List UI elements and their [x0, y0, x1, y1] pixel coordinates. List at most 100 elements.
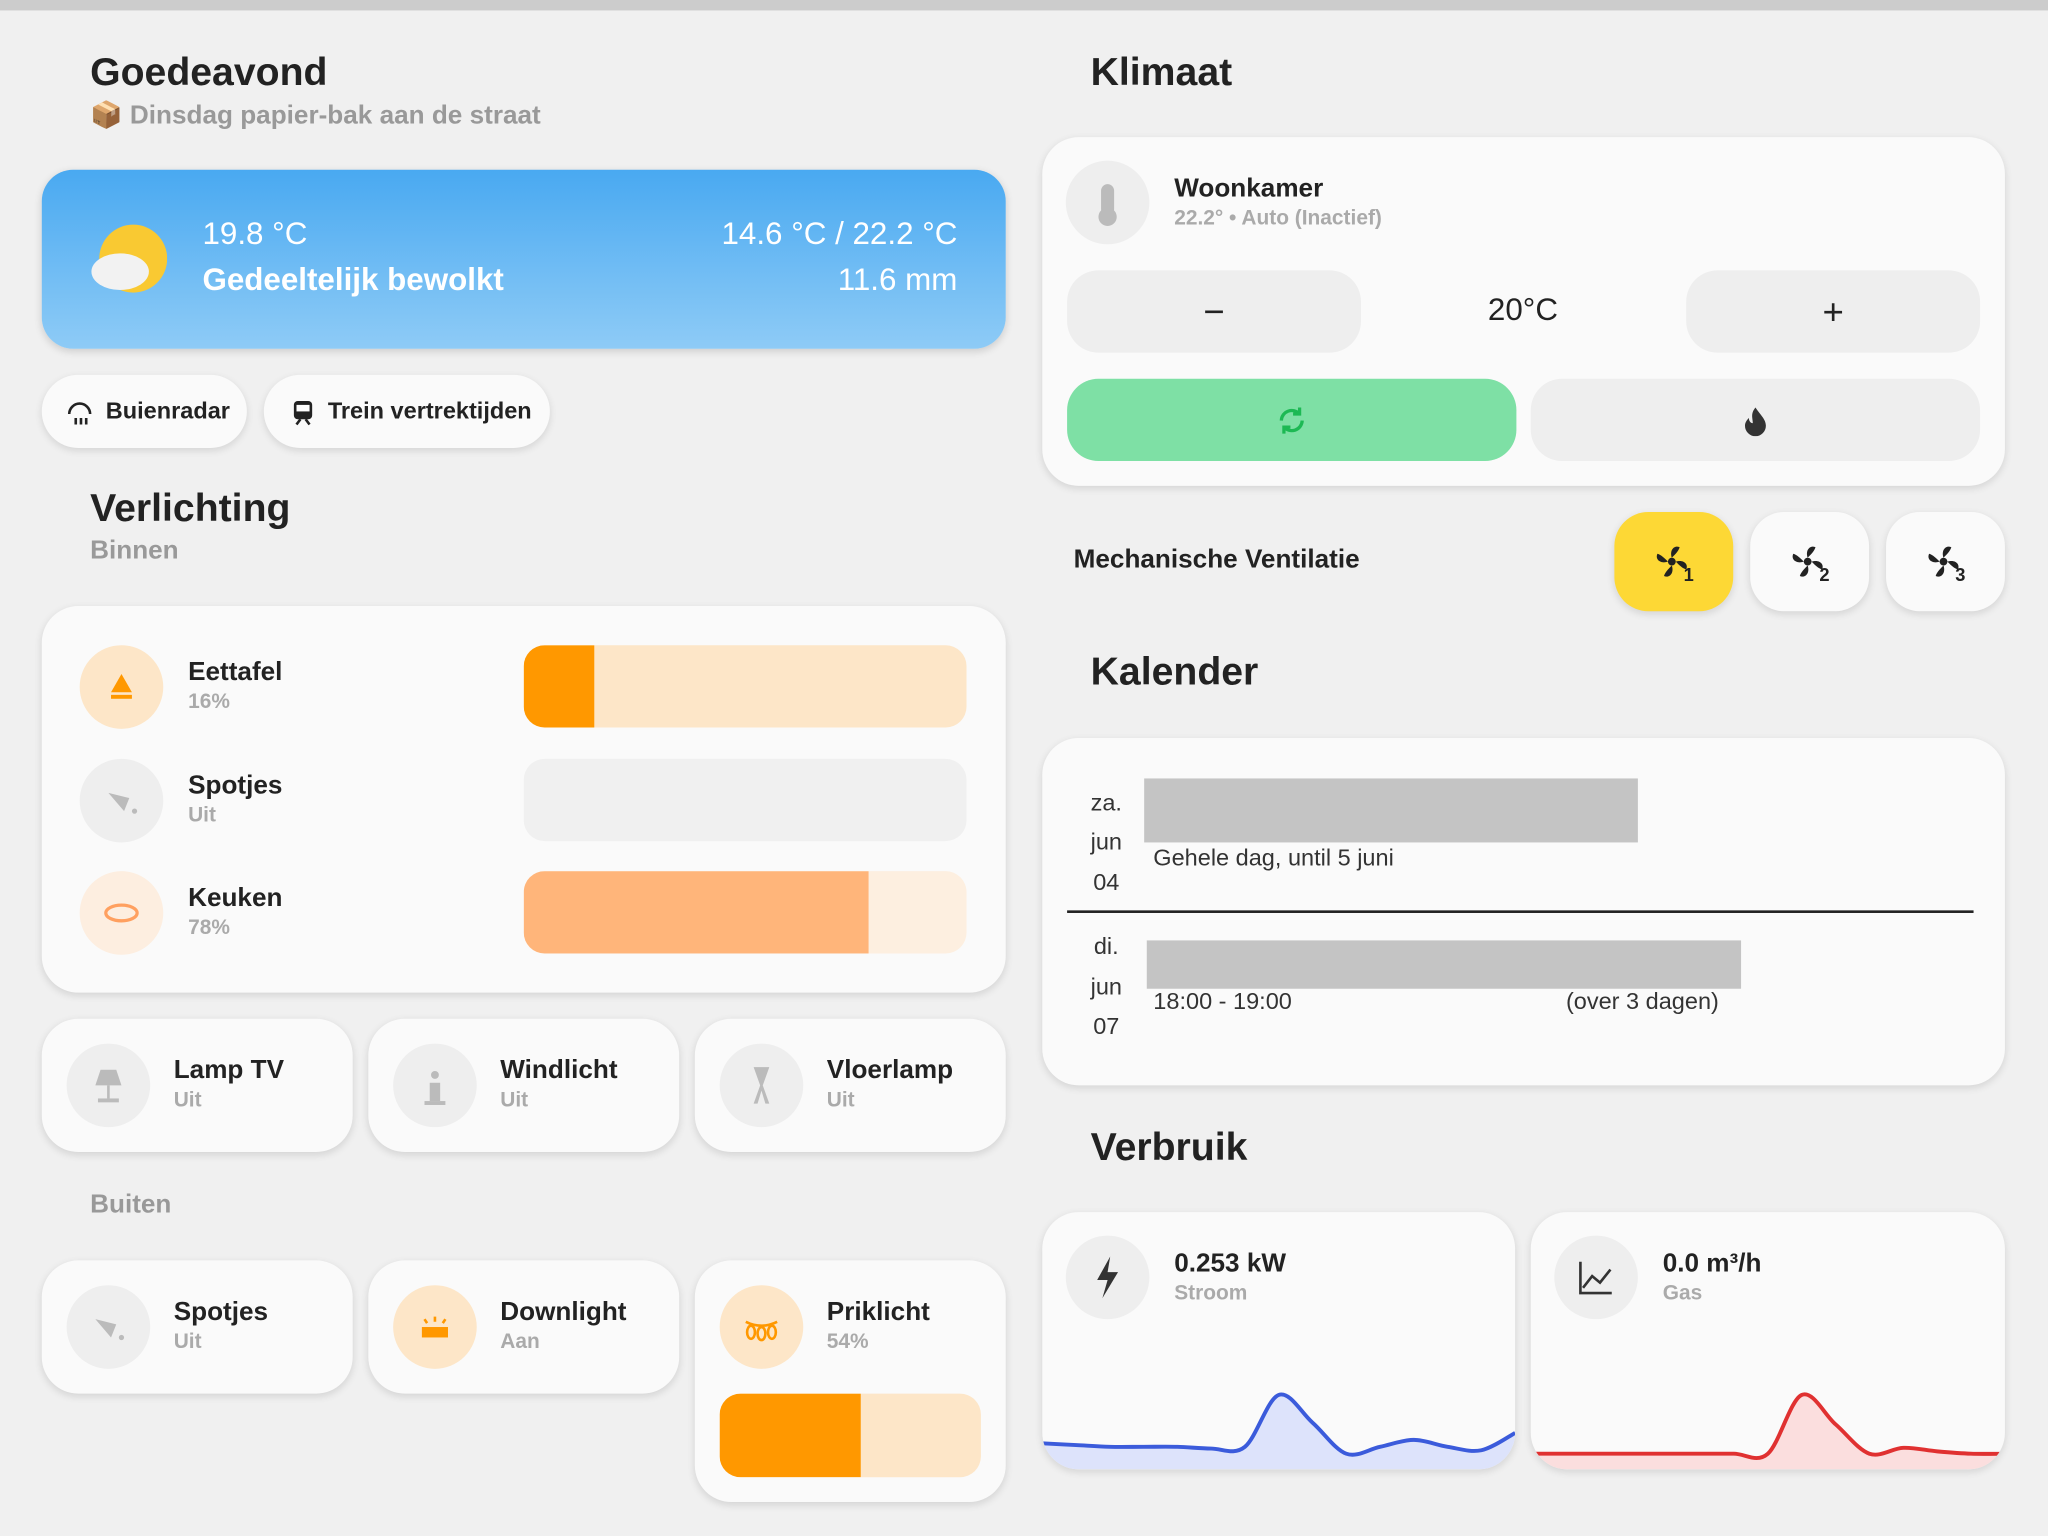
- condition: Gedeeltelijk bewolkt: [202, 262, 504, 298]
- light-name: Vloerlamp: [826, 1055, 954, 1085]
- temp-range: 14.6 °C / 22.2 °C: [721, 216, 958, 253]
- slider-fill: [523, 871, 870, 954]
- light-name: Lamp TV: [173, 1055, 285, 1085]
- light-icon[interactable]: [719, 1043, 804, 1128]
- sparkline-area: [1042, 1394, 1516, 1470]
- fan-level: 1: [1683, 564, 1694, 586]
- chip[interactable]: Trein vertrektijden: [263, 374, 550, 448]
- light-state: Uit: [173, 1089, 202, 1112]
- light-name: Keuken: [188, 883, 283, 913]
- precipitation: 11.6 mm: [837, 262, 958, 298]
- fan-level: 2: [1819, 564, 1830, 586]
- fan-button[interactable]: 1: [1614, 511, 1734, 612]
- energy-icon: [1065, 1235, 1150, 1320]
- greeting: Goedeavond: [90, 50, 328, 95]
- ventilation-label: Mechanische Ventilatie: [1073, 545, 1360, 575]
- energy-icon: [1554, 1235, 1638, 1320]
- section-subtitle: Binnen: [90, 536, 179, 565]
- decrease-button[interactable]: −: [1067, 270, 1361, 353]
- light-state: 54%: [826, 1330, 869, 1354]
- fan-button[interactable]: 2: [1750, 511, 1870, 612]
- fan-button[interactable]: 3: [1886, 511, 2005, 612]
- section-title: Verbruik: [1090, 1125, 1248, 1169]
- event-time: Gehele dag, until 5 juni: [1153, 844, 1394, 871]
- light-state: 16%: [188, 690, 230, 714]
- chip-label: Trein vertrektijden: [327, 397, 532, 424]
- sparkline-line: [1530, 1392, 2005, 1460]
- weather-card[interactable]: 19.8 °C Gedeeltelijk bewolkt 14.6 °C / 2…: [41, 169, 1006, 349]
- top-bar: [0, 0, 2048, 11]
- light-state: Uit: [500, 1089, 529, 1112]
- thermostat-card: Woonkamer 22.2° • Auto (Inactief) − 20°C…: [1042, 137, 2005, 486]
- light-state: Uit: [173, 1330, 202, 1354]
- sparkline-area: [1530, 1394, 2005, 1470]
- temperature: 19.8 °C: [202, 216, 308, 253]
- section-title: Klimaat: [1090, 50, 1233, 95]
- event-day: za.: [1090, 789, 1122, 816]
- light-icon[interactable]: [66, 1285, 151, 1369]
- icon: [67, 402, 92, 425]
- sparkline: [1042, 1392, 1516, 1470]
- light-name: Priklicht: [826, 1297, 930, 1327]
- setpoint: 20°C: [1487, 292, 1558, 328]
- chip-label: Buienradar: [105, 397, 230, 424]
- light-state: Uit: [826, 1089, 855, 1112]
- light-state: Uit: [188, 803, 216, 827]
- redacted-title: [1146, 940, 1742, 989]
- section-title: Kalender: [1090, 650, 1259, 694]
- light-name: Spotjes: [188, 770, 283, 800]
- light-icon[interactable]: [719, 1285, 804, 1369]
- button-label: −: [1203, 291, 1225, 332]
- slider-fill: [719, 1393, 861, 1478]
- light-icon[interactable]: [79, 645, 164, 729]
- thermostat-status: 22.2° • Auto (Inactief): [1174, 207, 1382, 230]
- energy-label: Gas: [1662, 1282, 1703, 1305]
- reminder: 📦 Dinsdag papier-bak aan de straat: [90, 101, 541, 130]
- light-icon[interactable]: [66, 1043, 151, 1128]
- divider: [1067, 910, 1974, 913]
- sparkline: [1530, 1392, 2005, 1470]
- redacted-title: [1144, 778, 1638, 843]
- energy-card[interactable]: [1530, 1212, 2005, 1470]
- event-date: 04: [1093, 869, 1120, 896]
- light-icon[interactable]: [393, 1043, 477, 1128]
- light-name: Windlicht: [500, 1055, 618, 1085]
- brightness-slider[interactable]: [523, 871, 967, 954]
- light-name: Spotjes: [173, 1297, 269, 1327]
- light-name: Eettafel: [188, 657, 283, 687]
- light-state: Aan: [500, 1330, 540, 1354]
- slider-fill: [523, 645, 595, 728]
- icon: [1065, 160, 1150, 245]
- brightness-slider[interactable]: [719, 1393, 981, 1478]
- auto-mode-button[interactable]: [1067, 378, 1517, 462]
- fan-level: 3: [1955, 564, 1966, 586]
- brightness-slider[interactable]: [523, 645, 967, 728]
- thermostat-name: Woonkamer: [1174, 174, 1324, 204]
- button-label: +: [1822, 291, 1844, 332]
- energy-value: 0.253 kW: [1174, 1249, 1287, 1279]
- event-month: jun: [1090, 828, 1122, 855]
- light-icon[interactable]: [393, 1285, 477, 1369]
- light-state: 78%: [188, 916, 230, 940]
- event-day: di.: [1093, 933, 1119, 960]
- light-name: Downlight: [500, 1297, 627, 1327]
- section-title: Verlichting: [90, 487, 291, 531]
- section-subtitle: Buiten: [90, 1190, 172, 1220]
- weather-icon: [91, 224, 168, 293]
- brightness-slider[interactable]: [523, 758, 967, 841]
- sparkline-line: [1042, 1392, 1516, 1457]
- energy-value: 0.0 m³/h: [1662, 1249, 1762, 1279]
- event-time: 18:00 - 19:00: [1153, 988, 1292, 1015]
- heat-mode-button[interactable]: [1530, 378, 1981, 462]
- light-icon[interactable]: [79, 758, 164, 842]
- light-icon[interactable]: [79, 871, 164, 955]
- event-date: 07: [1093, 1012, 1120, 1040]
- energy-label: Stroom: [1174, 1282, 1248, 1305]
- chip[interactable]: Buienradar: [41, 374, 247, 448]
- icon: [293, 400, 313, 426]
- increase-button[interactable]: +: [1686, 270, 1981, 353]
- event-relative: (over 3 dagen): [1565, 988, 1719, 1015]
- event-month: jun: [1090, 973, 1122, 1000]
